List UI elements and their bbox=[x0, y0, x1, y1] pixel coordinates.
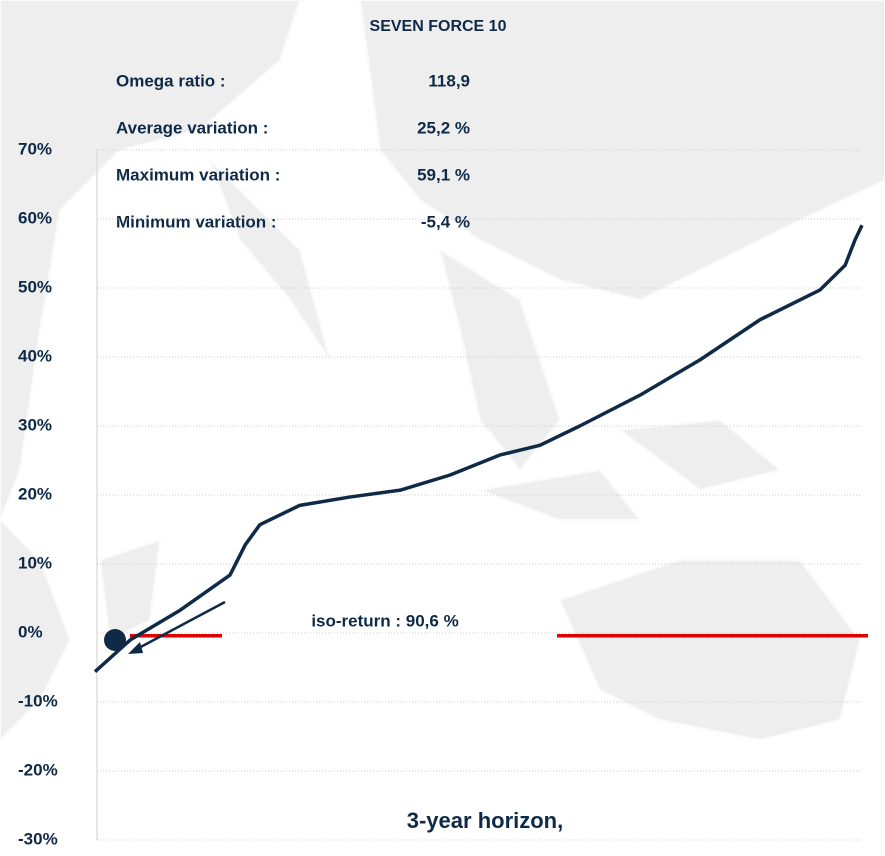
stat-value: 25,2 % bbox=[417, 118, 470, 137]
y-tick-label: 30% bbox=[18, 415, 52, 434]
chart-title: SEVEN FORCE 10 bbox=[370, 18, 507, 35]
y-tick-label: 20% bbox=[18, 484, 52, 503]
stat-label: Omega ratio : bbox=[116, 71, 226, 90]
arrow bbox=[134, 600, 226, 652]
y-tick-label: 60% bbox=[18, 208, 52, 227]
series-line bbox=[93, 224, 864, 673]
stat-value: 118,9 bbox=[428, 71, 470, 90]
stat-value: 59,1 % bbox=[417, 165, 470, 184]
footer: 3-year horizon, bbox=[407, 808, 563, 833]
stat-label: Minimum variation : bbox=[116, 212, 277, 231]
y-tick-label: -20% bbox=[18, 760, 58, 779]
annotation: iso-return : 90,6 % bbox=[311, 611, 458, 630]
y-tick-label: 0% bbox=[18, 622, 43, 641]
arrow-head bbox=[128, 642, 143, 654]
marker-dot bbox=[104, 629, 126, 651]
y-tick-label: 70% bbox=[18, 139, 52, 158]
y-tick-label: -10% bbox=[18, 691, 58, 710]
y-tick-label: 50% bbox=[18, 277, 52, 296]
y-tick-label: -30% bbox=[18, 829, 58, 848]
stat-label: Average variation : bbox=[116, 118, 268, 137]
stat-label: Maximum variation : bbox=[116, 165, 280, 184]
y-tick-label: 10% bbox=[18, 553, 52, 572]
y-tick-label: 40% bbox=[18, 346, 52, 365]
stat-value: -5,4 % bbox=[421, 212, 470, 231]
